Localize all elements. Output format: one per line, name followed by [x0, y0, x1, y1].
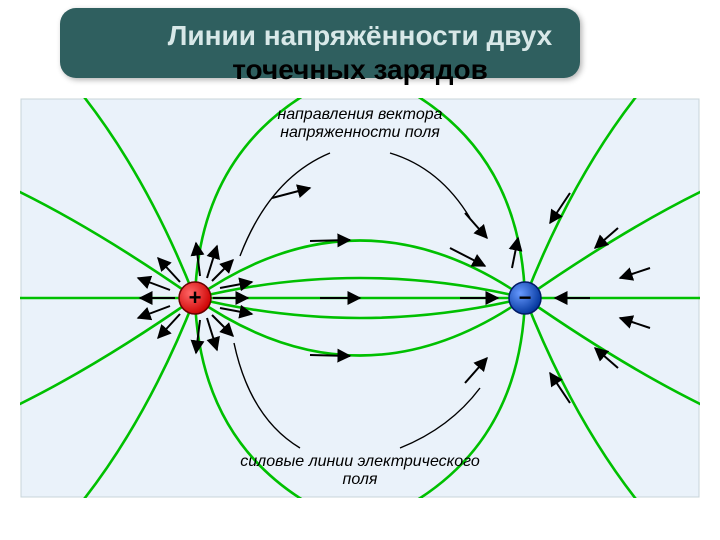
diagram-area: +− направления векторанапряженности поля…: [20, 98, 700, 498]
title-line2: точечных зарядов: [0, 54, 720, 86]
ann-top-l2: напряженности поля: [280, 124, 440, 141]
ann-bot-l1: силовые линии электрического: [240, 453, 479, 470]
ann-top-l1: направления вектора: [277, 106, 442, 123]
svg-text:−: −: [519, 285, 532, 310]
field-diagram: +−: [20, 98, 700, 498]
annotation-top: направления векторанапряженности поля: [240, 106, 480, 143]
svg-text:+: +: [189, 285, 202, 310]
title-line1: Линии напряжённости двух: [0, 20, 720, 52]
ann-bot-l2: поля: [343, 471, 378, 488]
annotation-bottom: силовые линии электрическогополя: [210, 453, 510, 490]
